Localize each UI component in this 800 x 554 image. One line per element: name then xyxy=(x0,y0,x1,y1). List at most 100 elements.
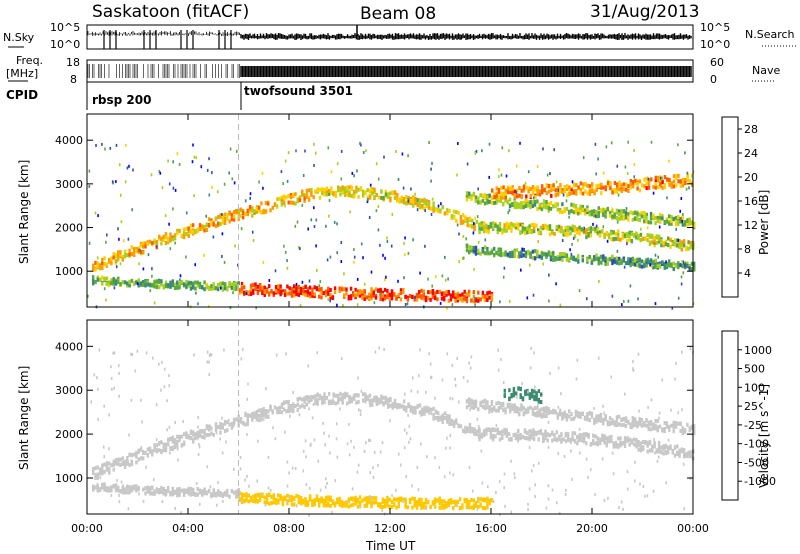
power-noise-cell xyxy=(105,240,107,244)
velocity-cell xyxy=(414,408,417,413)
velocity-cell xyxy=(676,444,679,449)
power-noise-cell xyxy=(87,294,89,298)
power-cell xyxy=(323,192,326,197)
power-cell xyxy=(139,243,143,248)
velocity-cell xyxy=(501,429,504,434)
power-cell xyxy=(96,264,99,269)
power-cell xyxy=(628,237,631,242)
power-cell xyxy=(383,296,387,301)
velocity-cell xyxy=(339,391,342,396)
power-cell xyxy=(422,293,425,298)
power-cell xyxy=(330,186,333,191)
power-cell xyxy=(513,195,517,199)
power-noise-cell xyxy=(681,219,683,223)
power-cell xyxy=(189,283,193,288)
power-cell xyxy=(671,241,674,246)
power-noise-cell xyxy=(461,296,463,300)
velocity-cell xyxy=(336,500,339,505)
power-noise-cell xyxy=(583,226,585,230)
power-cell xyxy=(656,218,659,223)
power-cell xyxy=(295,289,298,293)
velocity-cell xyxy=(470,405,473,410)
power-cell xyxy=(293,290,296,295)
power-cell xyxy=(185,232,188,236)
power-cell xyxy=(549,255,553,260)
power-cell xyxy=(615,208,619,213)
power-cell xyxy=(654,185,657,190)
velocity-cell xyxy=(535,431,538,435)
velocity-cell xyxy=(573,439,577,444)
power-cell xyxy=(686,177,689,182)
velocity-cell xyxy=(398,403,401,408)
power-colorbar-tick-label: 4 xyxy=(744,267,751,280)
power-cell xyxy=(477,200,480,205)
power-cell xyxy=(606,181,610,186)
power-noise-cell xyxy=(138,262,140,266)
power-cell xyxy=(155,279,159,284)
power-noise-cell xyxy=(172,207,174,211)
power-cell xyxy=(446,211,449,216)
velocity-cell xyxy=(570,412,573,417)
power-cell xyxy=(504,197,507,202)
velocity-cell xyxy=(543,409,546,414)
power-cell xyxy=(527,189,530,194)
velocity-cell xyxy=(563,414,566,419)
power-noise-cell xyxy=(457,142,459,145)
power-cell xyxy=(290,293,294,298)
power-cell xyxy=(531,191,535,196)
velocity-cell xyxy=(315,496,319,501)
power-cell xyxy=(203,228,206,233)
power-cell xyxy=(547,184,551,189)
power-cell xyxy=(562,232,565,237)
velocity-cell xyxy=(517,386,520,391)
power-cell xyxy=(327,286,330,291)
velocity-cell xyxy=(631,416,634,421)
velocity-cell xyxy=(448,421,451,426)
power-cell xyxy=(228,211,231,216)
power-noise-cell xyxy=(118,237,120,241)
velocity-cell xyxy=(274,497,278,502)
power-cell xyxy=(396,198,399,203)
power-cell xyxy=(585,235,588,240)
velocity-cell xyxy=(489,427,493,432)
power-noise-cell xyxy=(174,188,177,192)
velocity-cell xyxy=(391,402,394,407)
power-noise-cell xyxy=(252,238,255,242)
velocity-cell xyxy=(263,500,266,505)
power-noise-cell xyxy=(440,202,442,206)
power-cell xyxy=(503,228,506,233)
nave-label: Nave xyxy=(752,64,780,77)
velocity-cell xyxy=(635,442,638,447)
velocity-cell xyxy=(657,444,661,449)
power-cell xyxy=(625,187,628,192)
power-cell xyxy=(541,188,544,193)
power-cell xyxy=(135,249,138,253)
velocity-cell xyxy=(363,496,366,501)
power-cell xyxy=(348,193,351,198)
power-cell xyxy=(552,251,555,256)
power-cell xyxy=(182,227,186,232)
power-cell xyxy=(121,254,124,259)
power-noise-cell xyxy=(211,171,213,175)
power-cell xyxy=(264,209,268,214)
power-cell xyxy=(593,191,596,196)
power-cell xyxy=(652,213,655,218)
power-cell xyxy=(441,205,444,210)
power-noise-cell xyxy=(333,220,336,224)
power-cell xyxy=(677,219,680,224)
power-cell xyxy=(370,294,373,299)
velocity-cell xyxy=(105,461,109,466)
velocity-cell xyxy=(393,497,396,502)
power-cell xyxy=(430,206,433,211)
velocity-cell xyxy=(483,404,487,409)
velocity-cell xyxy=(92,487,95,492)
power-cell xyxy=(274,285,278,289)
power-colorbar-label: Power [dB] xyxy=(757,190,771,255)
power-noise-cell xyxy=(414,295,416,299)
velocity-cell xyxy=(526,391,529,396)
power-cell xyxy=(279,284,282,289)
power-cell xyxy=(687,246,690,251)
power-cell xyxy=(505,228,508,233)
power-cell xyxy=(386,294,389,299)
freq-tick-top: 18 xyxy=(66,56,80,69)
